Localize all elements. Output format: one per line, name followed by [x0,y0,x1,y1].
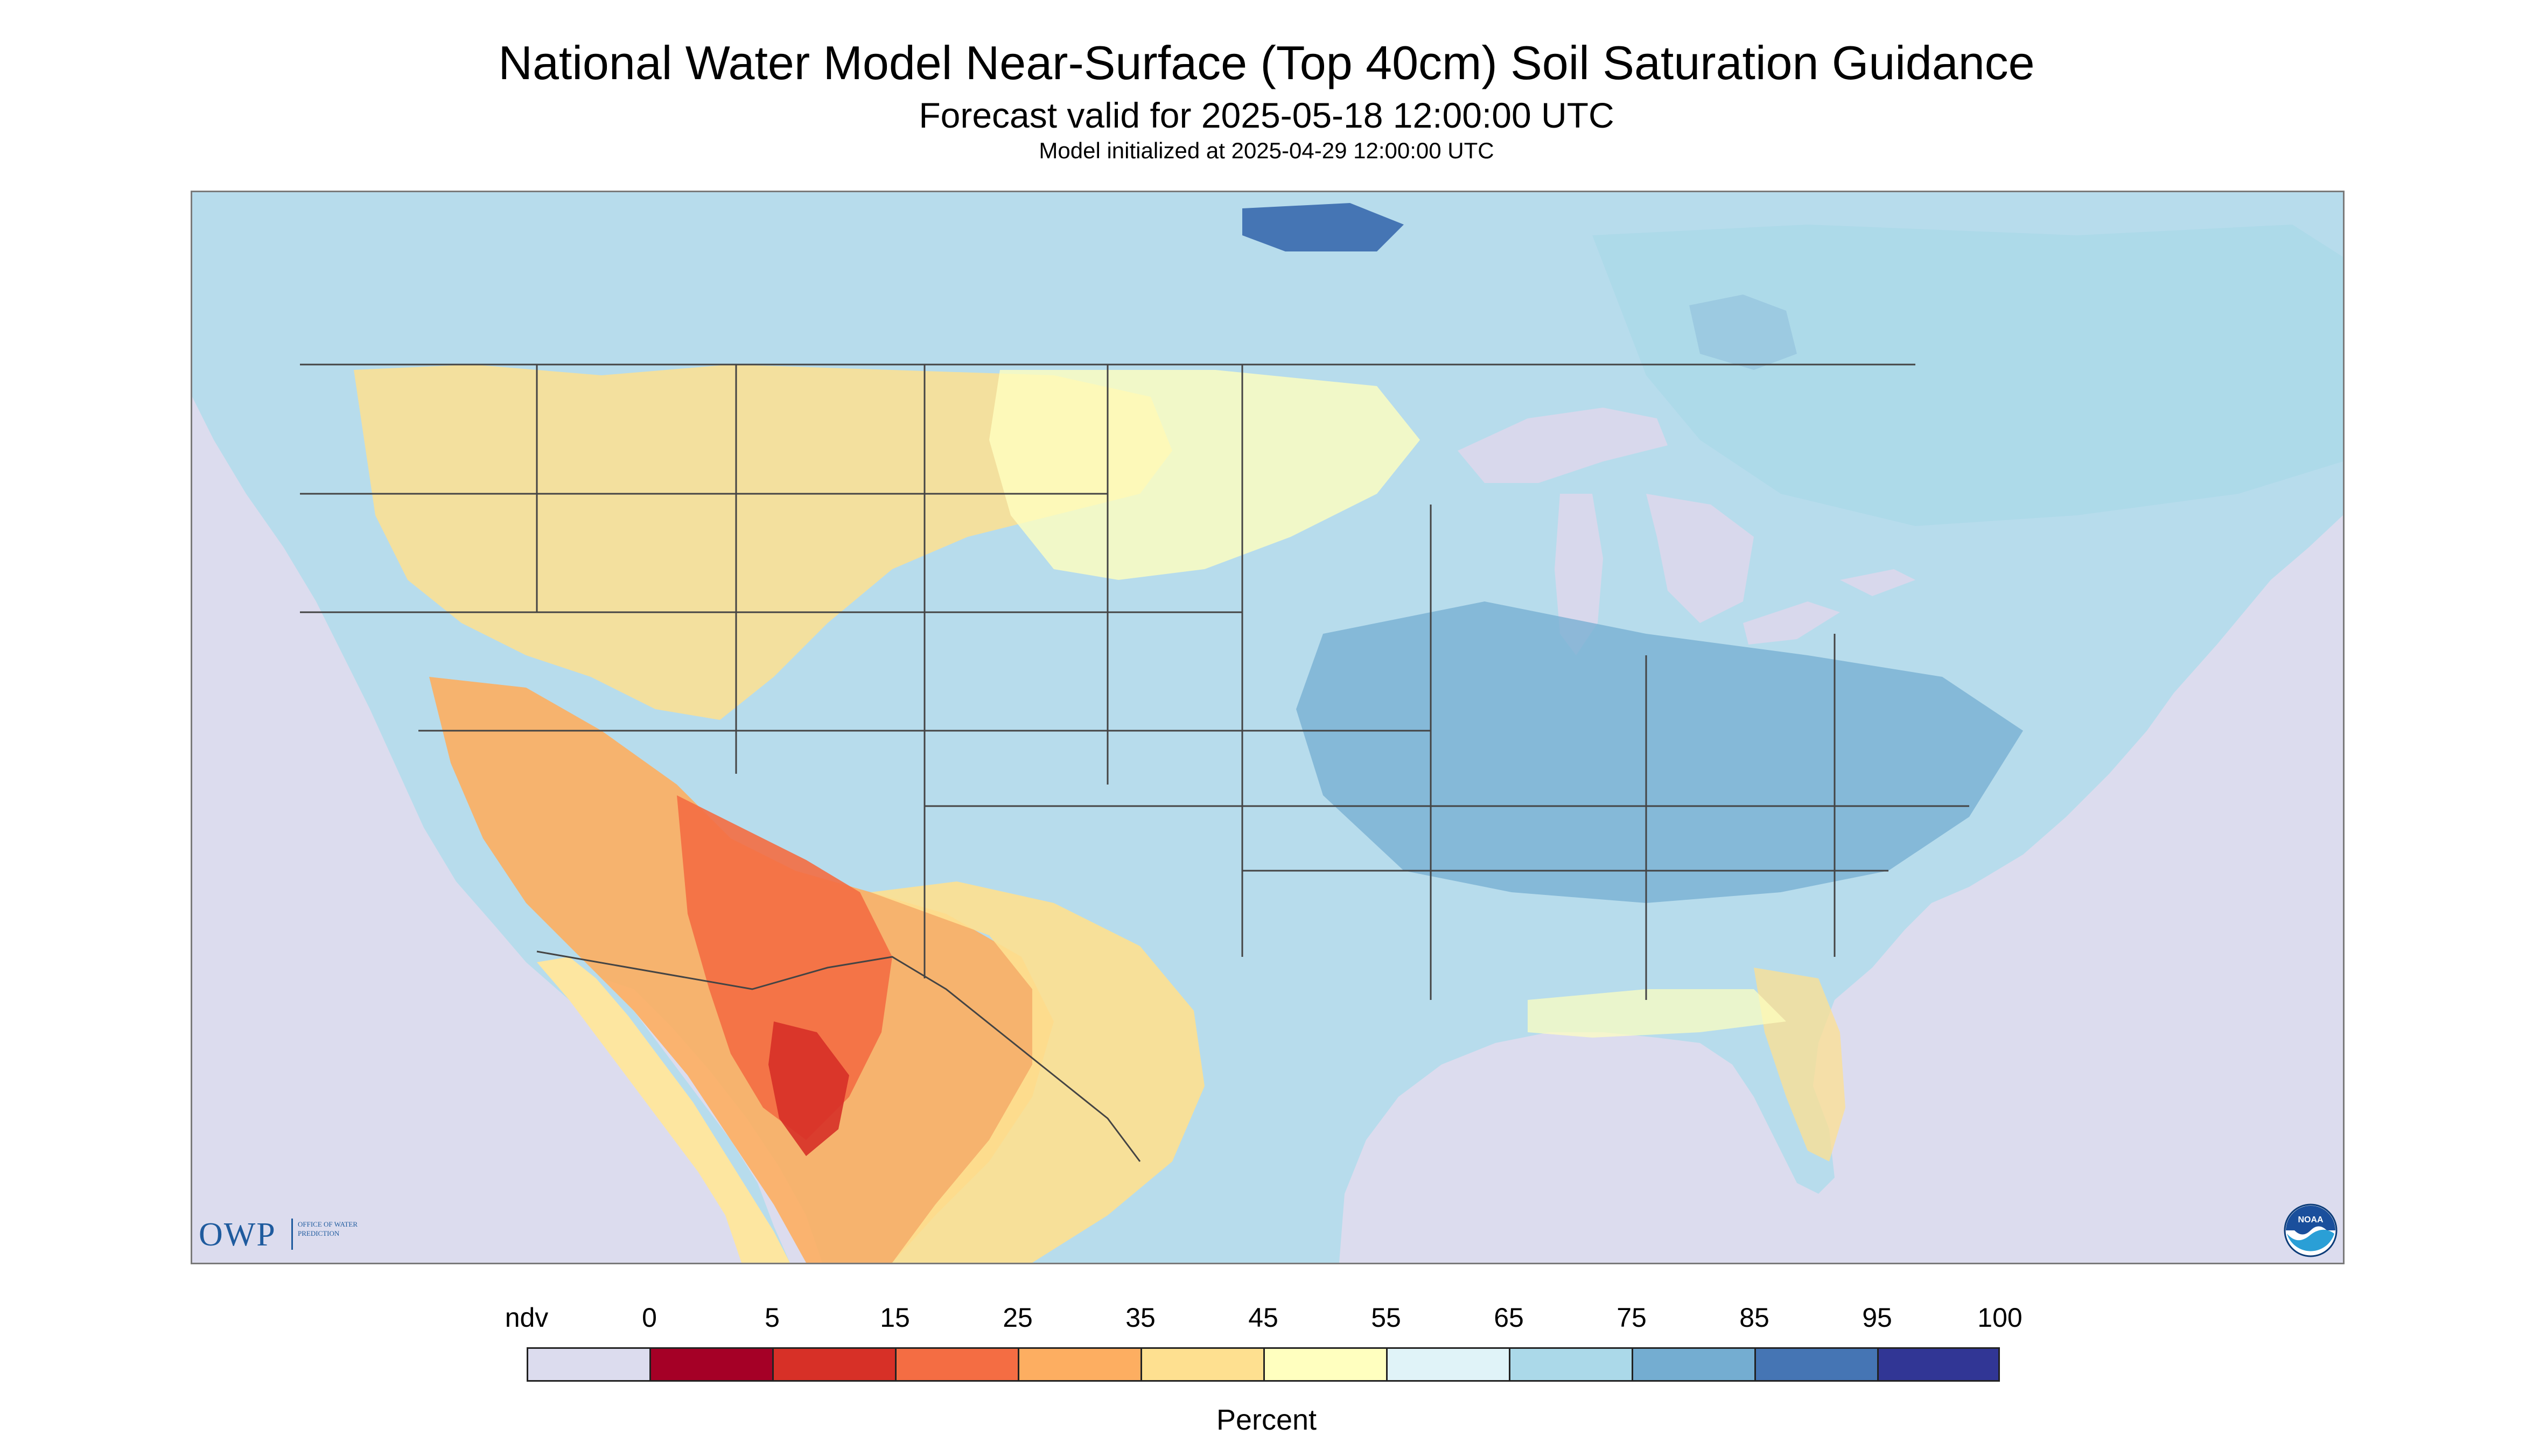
western-dry-belt [354,365,1172,720]
legend-tick-label: 5 [765,1303,780,1333]
forecast-valid-subtitle: Forecast valid for 2025-05-18 12:00:00 U… [919,95,1614,135]
legend-swatch [1263,1347,1388,1382]
legend-tick-label: 15 [880,1303,910,1333]
owp-logo-letters: OWP [199,1216,276,1253]
owp-logo-text: OFFICE OF WATER PREDICTION [298,1220,358,1237]
legend-ndv-label: ndv [505,1303,549,1333]
canada-east-wet [1592,225,2343,526]
legend-swatch [1509,1347,1633,1382]
lake-michigan [1555,494,1603,655]
legend-tick-label: 100 [1977,1303,2023,1333]
noaa-logo-text: NOAA [2298,1215,2324,1224]
legend-swatch [1386,1347,1510,1382]
very-dry-core [677,795,892,1140]
gulf-coast-yellow [1528,989,1786,1038]
owp-logo: OWP OFFICE OF WATER PREDICTION [199,1215,371,1254]
map-canvas [192,192,2343,1263]
model-initialized-line: Model initialized at 2025-04-29 12:00:00… [1039,138,1494,163]
legend-unit-label: Percent [1216,1404,1317,1436]
legend-tick-label: 55 [1371,1303,1401,1333]
legend-swatch [1632,1347,1756,1382]
mexico-plateau [871,881,1205,1263]
lake-ontario [1840,569,1915,596]
legend-tick-label: 45 [1248,1303,1278,1333]
baja-peninsula [537,957,790,1263]
legend-tick-label: 65 [1494,1303,1524,1333]
legend-swatch [1754,1347,1879,1382]
owp-logo-divider [291,1219,293,1250]
legend-swatch [1877,1347,2000,1382]
legend-tick-label: 35 [1125,1303,1156,1333]
legend-swatch [772,1347,897,1382]
legend-tick-label: 0 [642,1303,657,1333]
plains-yellow [989,370,1420,580]
legend-tick-label: 85 [1739,1303,1769,1333]
legend-tick-label: 75 [1617,1303,1647,1333]
legend-tick-label: 95 [1862,1303,1892,1333]
legend-swatch [1018,1347,1142,1382]
soil-saturation-map: OWP OFFICE OF WATER PREDICTION NOAA [191,191,2345,1264]
lake-huron [1646,494,1754,623]
legend-swatch [1140,1347,1265,1382]
legend-tick-label: 25 [1003,1303,1033,1333]
lake-superior [1458,408,1668,483]
boundaries [300,363,1969,1162]
map-title: National Water Model Near-Surface (Top 4… [498,36,2035,89]
eastern-wet [1296,601,2023,903]
legend-swatch [649,1347,774,1382]
lake-erie [1743,601,1840,645]
legend-swatch [527,1347,651,1382]
driest-core [768,1021,849,1156]
noaa-logo: NOAA [2284,1203,2338,1257]
northern-lake-2 [1242,203,1404,251]
legend-swatch [895,1347,1019,1382]
